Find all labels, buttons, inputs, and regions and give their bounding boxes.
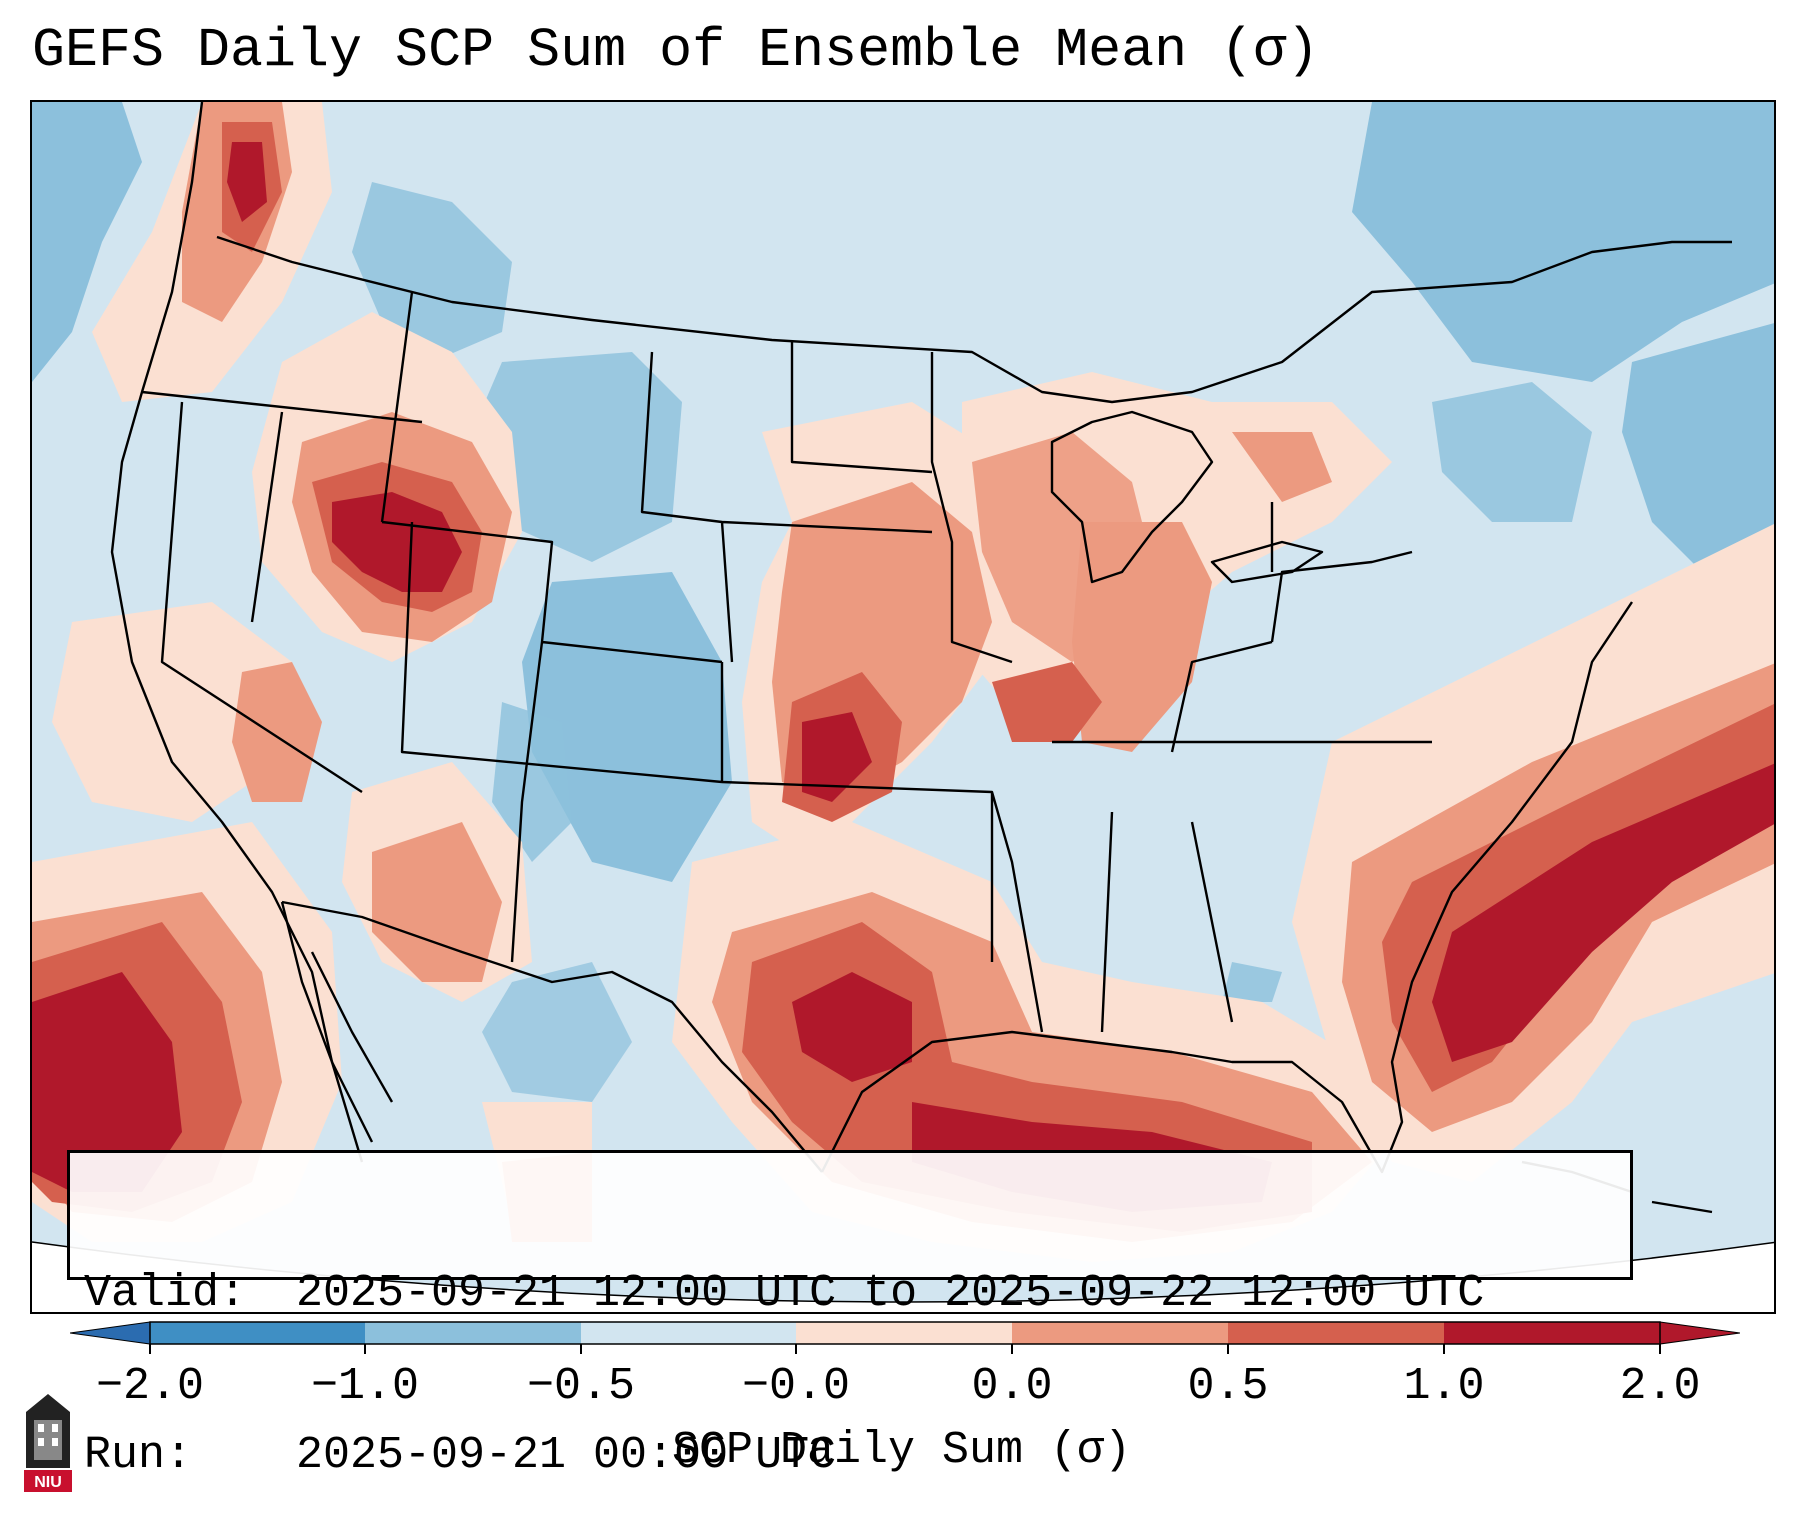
valid-row: Valid: 2025-09-21 12:00 UTC to 2025-09-2… <box>84 1267 1616 1321</box>
logo-text: NIU <box>34 1474 62 1491</box>
colorbar-tick-label: 1.0 <box>1403 1360 1484 1414</box>
valid-value: 2025-09-21 12:00 UTC to 2025-09-22 12:00… <box>296 1267 1484 1321</box>
colorbar-segment <box>365 1322 581 1344</box>
colorbar-tick-label: −0.0 <box>742 1360 850 1414</box>
colorbar-tick-label: 0.0 <box>971 1360 1052 1414</box>
colorbar <box>70 1316 1740 1366</box>
colorbar-under-triangle <box>70 1322 150 1344</box>
colorbar-segment <box>796 1322 1012 1344</box>
colorbar-tick-label: −0.5 <box>527 1360 635 1414</box>
colorbar-segment <box>581 1322 796 1344</box>
colorbar-tick-label: −1.0 <box>311 1360 419 1414</box>
colorbar-tick-label: 0.5 <box>1187 1360 1268 1414</box>
niu-logo: NIU <box>20 1390 76 1494</box>
colorbar-segment <box>1444 1322 1660 1344</box>
map-panel[interactable] <box>30 100 1776 1314</box>
scp-map <box>32 102 1776 1314</box>
info-box: Valid: 2025-09-21 12:00 UTC to 2025-09-2… <box>67 1150 1633 1280</box>
colorbar-label: SCP Daily Sum (σ) <box>0 1424 1803 1478</box>
colorbar-over-triangle <box>1660 1322 1740 1344</box>
colorbar-segment <box>1228 1322 1444 1344</box>
map-title: GEFS Daily SCP Sum of Ensemble Mean (σ) <box>32 18 1319 84</box>
colorbar-tick-label: 2.0 <box>1619 1360 1700 1414</box>
valid-label: Valid: <box>84 1267 296 1321</box>
colorbar-tick-label: −2.0 <box>96 1360 204 1414</box>
colorbar-segment <box>150 1322 365 1344</box>
colorbar-segment <box>1012 1322 1228 1344</box>
